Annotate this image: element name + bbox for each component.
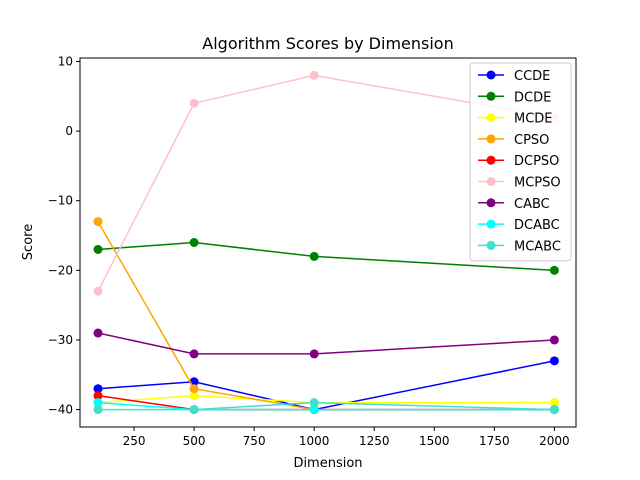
x-tick-label: 2000 [539, 434, 570, 448]
x-tick-label: 750 [243, 434, 266, 448]
legend-label: MCPSO [514, 176, 561, 191]
data-point-ccde [93, 384, 103, 394]
legend-item-dcpso: DCPSO [478, 154, 559, 169]
data-point-mcabc [309, 398, 319, 408]
legend-marker [486, 240, 496, 250]
legend-item-mcabc: MCABC [478, 239, 561, 254]
x-axis-label: Dimension [293, 456, 362, 471]
y-tick-label: −20 [48, 263, 73, 277]
legend-label: MCDE [514, 112, 553, 127]
series-line-mcde [97, 394, 555, 404]
legend-marker [486, 155, 496, 165]
legend-marker [486, 70, 496, 80]
data-point-dcabc [309, 405, 319, 415]
legend-marker [486, 134, 496, 144]
data-point-mcpso [93, 286, 103, 296]
series-line-mcpso [97, 74, 555, 292]
data-point-mcpso [309, 70, 319, 80]
series-mcabc [93, 398, 559, 415]
data-point-dcabc [93, 398, 103, 408]
data-point-mcde [549, 398, 559, 408]
x-tick-label: 500 [183, 434, 206, 448]
data-point-cpso [93, 217, 103, 227]
legend-label: CABC [514, 197, 550, 212]
y-axis-label: Score [21, 224, 36, 260]
legend-marker [486, 113, 496, 123]
data-point-dcde [549, 265, 559, 275]
legend: CCDE DCDE MCDE CPSO DCPSO MCPSO CABC DCABC MCABC [469, 62, 572, 262]
legend-item-cpso: CPSO [478, 133, 549, 148]
plot-area [93, 70, 559, 415]
data-point-cabc [549, 335, 559, 345]
data-point-cabc [189, 349, 199, 359]
legend-marker [486, 177, 496, 186]
series-line-cabc [97, 332, 555, 355]
data-point-dcde [189, 238, 199, 247]
series-cabc [93, 328, 559, 359]
legend-marker [486, 219, 496, 229]
y-tick-label: −40 [48, 403, 73, 417]
legend-item-cabc: CABC [478, 197, 550, 212]
legend-marker [486, 198, 496, 208]
x-tick-label: 1000 [299, 434, 330, 448]
series-line-ccde [97, 360, 555, 411]
legend-label: CPSO [514, 133, 549, 148]
series-line-dcabc [97, 401, 555, 411]
y-axis: 10 0 −10 −20 −30 −40 [48, 54, 80, 417]
y-tick-label: −30 [48, 333, 73, 347]
data-point-dcde [93, 244, 103, 254]
y-tick-label: −10 [48, 194, 73, 208]
data-point-mcpso [189, 98, 199, 108]
plot-frame [79, 57, 577, 428]
x-tick-label: 1500 [419, 434, 450, 448]
data-point-cpso [189, 384, 199, 394]
legend-label: CCDE [514, 69, 550, 84]
data-point-mcabc [549, 405, 559, 415]
legend-box [469, 62, 572, 262]
data-point-mcabc [189, 405, 199, 415]
legend-item-dcde: DCDE [478, 90, 551, 105]
y-tick-label: 10 [58, 54, 73, 68]
data-point-mcde [189, 391, 199, 401]
data-point-dcpso [93, 391, 103, 401]
legend-label: MCABC [514, 239, 561, 254]
legend-item-dcabc: DCABC [478, 218, 560, 233]
series-line-dcde [97, 241, 555, 272]
legend-label: DCABC [514, 218, 560, 233]
legend-marker [486, 91, 496, 101]
series-line-mcabc [98, 401, 555, 411]
x-tick-label: 1250 [359, 434, 390, 448]
legend-label: DCDE [514, 90, 551, 105]
legend-item-mcpso: MCPSO [478, 176, 561, 191]
y-tick-label: 0 [65, 124, 73, 138]
series-dcabc [93, 398, 559, 415]
data-point-dcde [309, 251, 319, 261]
legend-label: DCPSO [514, 154, 559, 169]
data-point-cabc [93, 328, 103, 338]
x-tick-label: 1750 [479, 434, 510, 448]
x-tick-label: 250 [123, 434, 146, 448]
data-point-cabc [309, 349, 319, 359]
data-point-ccde [549, 356, 559, 366]
data-point-mcabc [93, 405, 103, 415]
x-axis: 250 500 750 1000 1250 1500 1750 2000 [123, 427, 570, 448]
legend-item-mcde: MCDE [478, 112, 553, 127]
series-dcde [93, 238, 559, 275]
chart-title: Algorithm Scores by Dimension [202, 34, 453, 53]
legend-item-ccde: CCDE [478, 69, 550, 84]
